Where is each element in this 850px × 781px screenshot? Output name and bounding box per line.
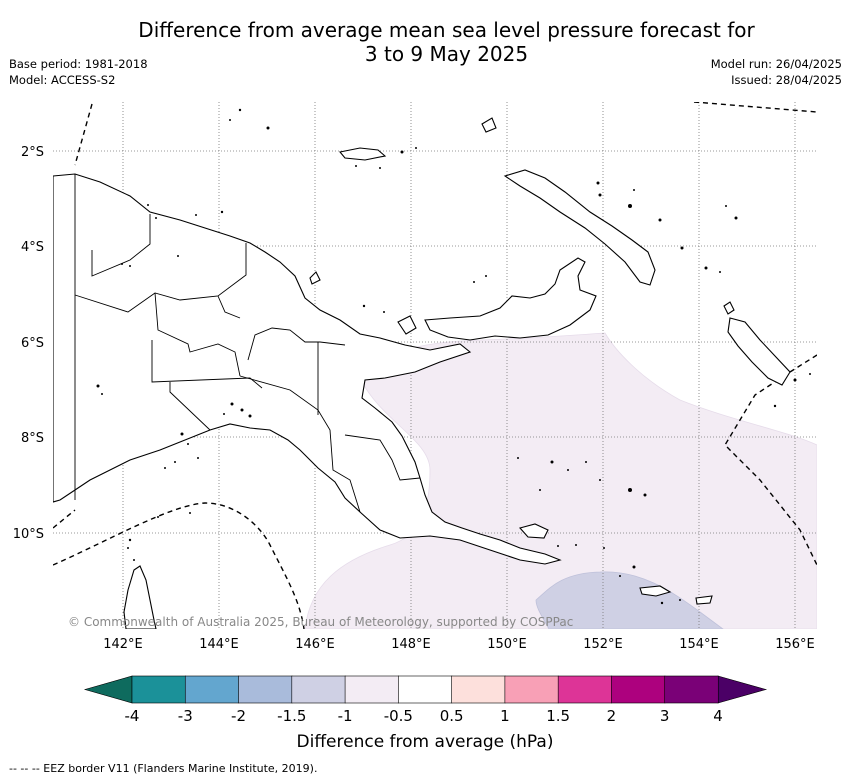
- lon-label: 146°E: [295, 637, 335, 652]
- colorbar-swatch: [451, 675, 506, 704]
- colorbar-tick-label: -1: [338, 707, 353, 725]
- colorbar-tick-label: 2: [607, 707, 617, 725]
- small-islands: [96, 108, 811, 605]
- colorbar-swatch: [291, 675, 346, 704]
- lon-label: 154°E: [679, 637, 719, 652]
- colorbar-tick-label: 3: [660, 707, 670, 725]
- colorbar-tick-label: -4: [125, 707, 140, 725]
- anomaly-shading-light: [304, 332, 817, 629]
- colorbar-swatch: [398, 675, 453, 704]
- colorbar-swatch: [131, 675, 186, 704]
- dentrecasteaux-islands: [518, 523, 549, 539]
- run-info: Model run: 26/04/2025 Issued: 28/04/2025: [711, 56, 842, 88]
- bougainville-island: [727, 317, 791, 386]
- base-period: Base period: 1981-2018: [9, 57, 148, 71]
- colorbar-under-arrow: [83, 675, 133, 704]
- colorbar-swatch: [504, 675, 559, 704]
- lat-label: 2°S: [21, 145, 44, 160]
- lat-label: 8°S: [21, 431, 44, 446]
- buka-island: [723, 301, 735, 315]
- colorbar-tick-label: 4: [713, 707, 723, 725]
- long-island: [397, 315, 417, 335]
- lon-label: 156°E: [775, 637, 815, 652]
- lat-label: 4°S: [21, 240, 44, 255]
- model-name: Model: ACCESS-S2: [9, 73, 116, 87]
- colorbar-swatch: [611, 675, 666, 704]
- colorbar-over-arrow: [717, 675, 768, 704]
- cape-york-peninsula: [123, 565, 157, 629]
- lon-label: 148°E: [391, 637, 431, 652]
- coastlines: [53, 117, 791, 629]
- latitude-labels: 2°S 4°S 6°S 8°S 10°S: [13, 145, 44, 542]
- colorbar-swatch: [664, 675, 719, 704]
- lat-label: 10°S: [13, 527, 44, 542]
- new-britain-island: [424, 257, 597, 341]
- lon-label: 152°E: [583, 637, 623, 652]
- map-area: [53, 102, 817, 629]
- colorbar-tick-label: -3: [178, 707, 193, 725]
- colorbar-tick-label: -2: [231, 707, 246, 725]
- issued-date: Issued: 28/04/2025: [731, 73, 842, 87]
- colorbar-tick-label: -1.5: [277, 707, 306, 725]
- lat-label: 6°S: [21, 336, 44, 351]
- lon-label: 144°E: [199, 637, 239, 652]
- eez-legend: -- -- -- EEZ border V11 (Flanders Marine…: [9, 762, 318, 775]
- rossel-island: [695, 595, 713, 605]
- colorbar-swatch: [238, 675, 293, 704]
- longitude-labels: 142°E 144°E 146°E 148°E 150°E 152°E 154°…: [103, 637, 815, 652]
- base-info: Base period: 1981-2018 Model: ACCESS-S2: [9, 56, 148, 88]
- manus-island: [338, 147, 387, 161]
- colorbar: -4 -3 -2 -1.5 -1 -0.5 0.5 1 1.5 2 3 4: [83, 675, 768, 725]
- colorbar-title: Difference from average (hPa): [297, 732, 554, 752]
- colorbar-tick-label: -0.5: [384, 707, 413, 725]
- map-title: Difference from average mean sea level p…: [0, 18, 850, 66]
- tagula-island: [639, 585, 672, 597]
- lon-label: 150°E: [487, 637, 527, 652]
- model-run: Model run: 26/04/2025: [710, 57, 842, 71]
- lon-label: 142°E: [103, 637, 143, 652]
- copyright-notice: © Commonwealth of Australia 2025, Bureau…: [68, 615, 573, 629]
- colorbar-swatch: [344, 675, 399, 704]
- colorbar-swatch: [557, 675, 613, 704]
- province-boundaries: [74, 174, 421, 513]
- colorbar-tick-label: 1: [500, 707, 510, 725]
- new-hanover-island: [481, 117, 497, 133]
- title-line-1: Difference from average mean sea level p…: [138, 18, 755, 42]
- anomaly-shading-medium: [535, 571, 724, 629]
- colorbar-tick-label: 0.5: [440, 707, 464, 725]
- title-line-2: 3 to 9 May 2025: [364, 42, 529, 66]
- karkar-island: [309, 271, 321, 285]
- new-ireland-island: [503, 169, 656, 286]
- new-guinea-mainland: [53, 173, 562, 565]
- colorbar-swatch: [184, 675, 240, 704]
- colorbar-tick-label: 1.5: [546, 707, 570, 725]
